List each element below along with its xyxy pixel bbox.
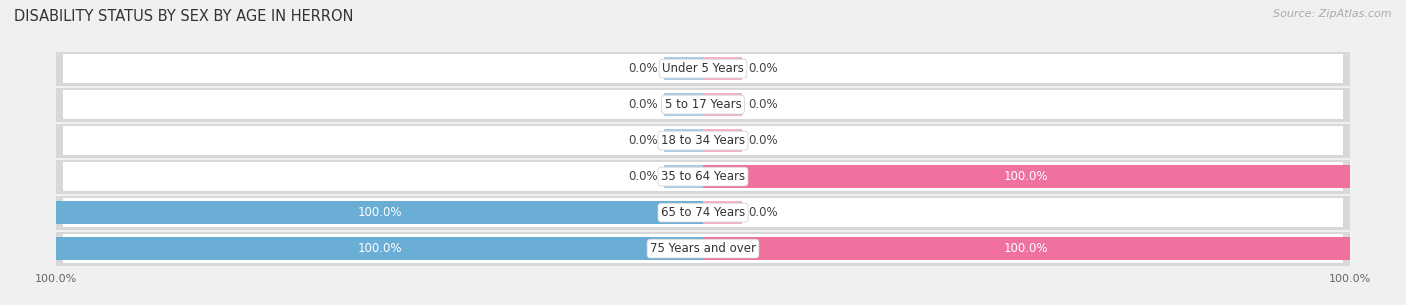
Text: 0.0%: 0.0% <box>628 62 658 75</box>
Text: 0.0%: 0.0% <box>628 98 658 111</box>
Bar <box>63 234 1343 263</box>
Bar <box>56 232 1350 266</box>
Bar <box>63 54 1343 83</box>
Text: 0.0%: 0.0% <box>748 206 778 219</box>
Bar <box>664 165 703 188</box>
Bar <box>63 162 1343 191</box>
Bar <box>56 124 1350 157</box>
Bar <box>703 129 742 152</box>
Bar <box>63 198 1343 227</box>
Text: 100.0%: 100.0% <box>357 206 402 219</box>
Text: 100.0%: 100.0% <box>1004 242 1049 255</box>
Bar <box>56 160 1350 193</box>
Text: 0.0%: 0.0% <box>628 170 658 183</box>
Text: 75 Years and over: 75 Years and over <box>650 242 756 255</box>
Text: 0.0%: 0.0% <box>628 134 658 147</box>
Text: 100.0%: 100.0% <box>1004 170 1049 183</box>
Bar <box>63 126 1343 155</box>
Bar <box>703 237 1350 260</box>
Bar <box>664 129 703 152</box>
Bar <box>63 90 1343 119</box>
Bar <box>664 93 703 116</box>
Text: 0.0%: 0.0% <box>748 134 778 147</box>
Text: 100.0%: 100.0% <box>357 242 402 255</box>
Text: 0.0%: 0.0% <box>748 62 778 75</box>
Text: 5 to 17 Years: 5 to 17 Years <box>665 98 741 111</box>
Text: Source: ZipAtlas.com: Source: ZipAtlas.com <box>1274 9 1392 19</box>
Bar <box>703 201 742 224</box>
Text: 0.0%: 0.0% <box>748 98 778 111</box>
Bar <box>664 57 703 80</box>
Bar <box>703 57 742 80</box>
Legend: Male, Female: Male, Female <box>637 302 769 305</box>
Text: 35 to 64 Years: 35 to 64 Years <box>661 170 745 183</box>
Text: DISABILITY STATUS BY SEX BY AGE IN HERRON: DISABILITY STATUS BY SEX BY AGE IN HERRO… <box>14 9 353 24</box>
Bar <box>56 237 703 260</box>
Bar <box>56 52 1350 85</box>
Bar <box>56 201 703 224</box>
Bar <box>56 196 1350 230</box>
Text: 65 to 74 Years: 65 to 74 Years <box>661 206 745 219</box>
Text: 18 to 34 Years: 18 to 34 Years <box>661 134 745 147</box>
Text: Under 5 Years: Under 5 Years <box>662 62 744 75</box>
Bar <box>703 93 742 116</box>
Bar <box>703 165 1350 188</box>
Bar <box>56 88 1350 121</box>
